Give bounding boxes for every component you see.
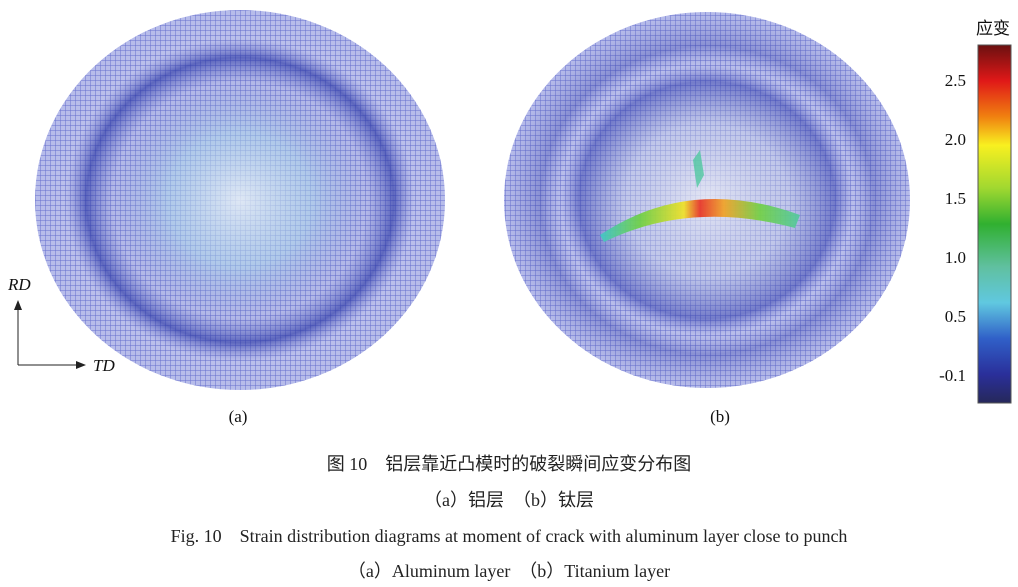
axes-indicator: RD TD — [7, 275, 115, 375]
colorbar-tick-label: 1.5 — [945, 189, 966, 208]
td-label: TD — [93, 356, 115, 375]
panel-label: (a) — [229, 407, 248, 426]
caption-zh: 图 10 铝层靠近凸模时的破裂瞬间应变分布图 — [326, 454, 692, 474]
figure: RD TD (a) (b) 应变 2.5 2.0 1.5 1.0 0.5 -0.1 — [7, 10, 1012, 426]
colorbar-tick-label: 1.0 — [945, 248, 966, 267]
caption-en-sub: （a）Aluminum layer （b）Titanium layer — [347, 561, 671, 581]
colorbar-title: 应变 — [976, 19, 1010, 38]
panel-a — [35, 10, 445, 390]
colorbar-tick-label: -0.1 — [939, 366, 966, 385]
caption-en: Fig. 10 Strain distribution diagrams at … — [170, 526, 848, 546]
colorbar: 应变 2.5 2.0 1.5 1.0 0.5 -0.1 — [939, 19, 1012, 404]
panel-b — [504, 12, 910, 388]
colorbar-tick-label: 2.0 — [945, 130, 966, 149]
colorbar-tick-label: 2.5 — [945, 71, 966, 90]
rd-label: RD — [7, 275, 31, 294]
colorbar-tick-label: 0.5 — [945, 307, 966, 326]
caption-zh-sub: （a）铝层 （b）钛层 — [424, 490, 594, 510]
panel-label: (b) — [710, 407, 730, 426]
